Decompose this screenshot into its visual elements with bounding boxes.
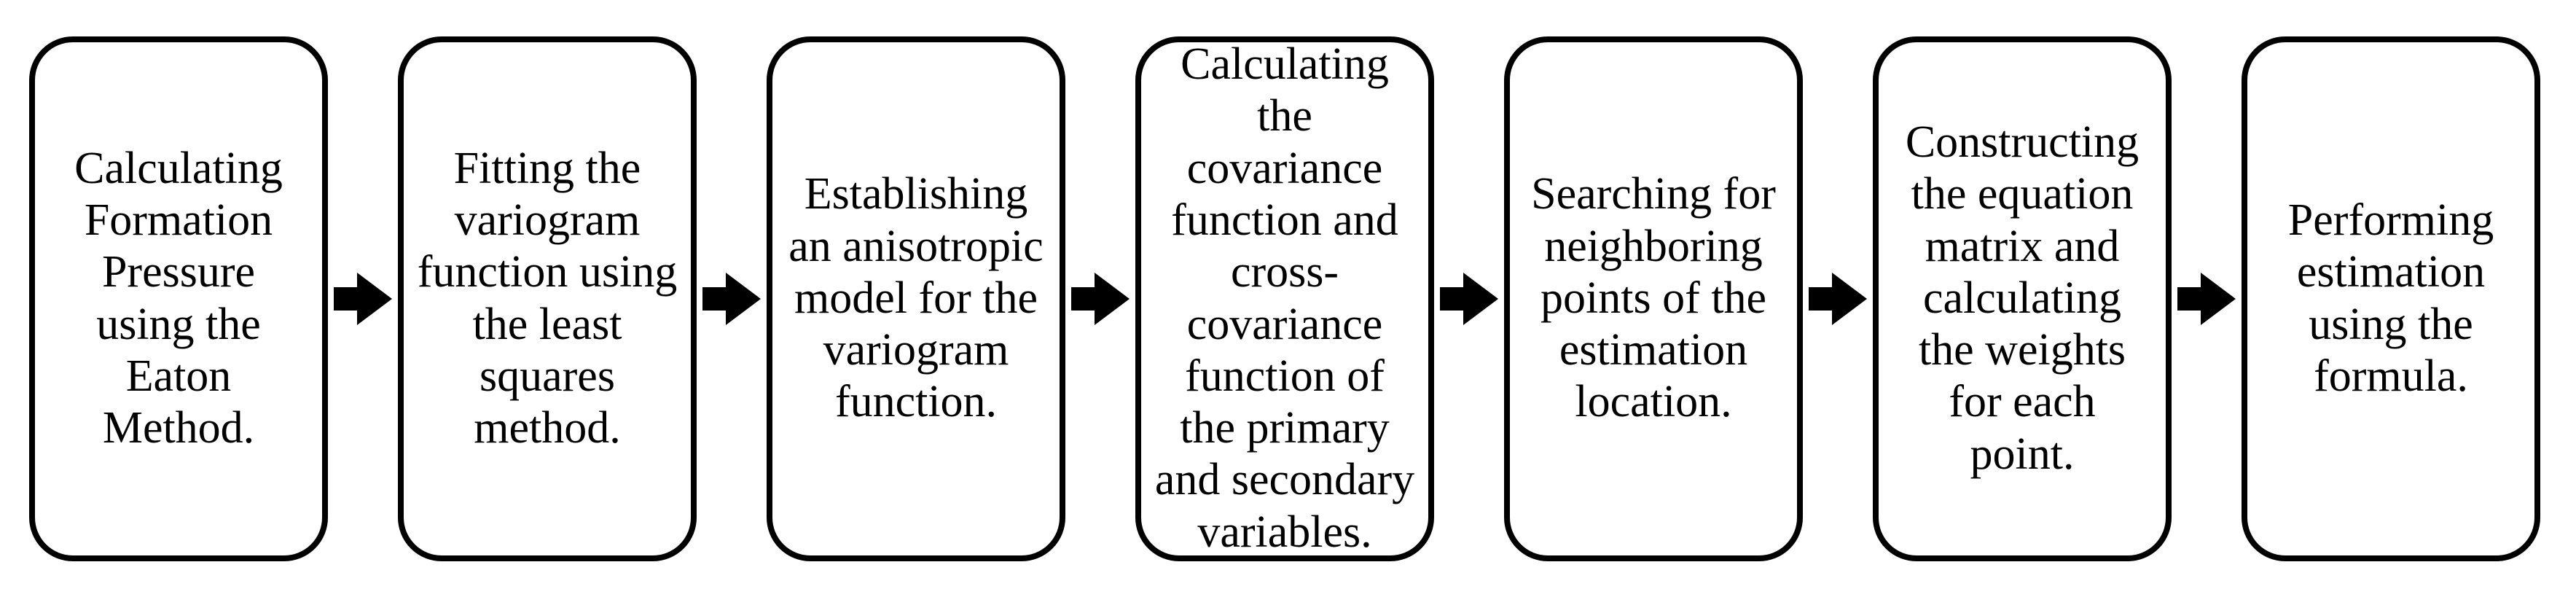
arrow-icon: [697, 262, 767, 335]
flow-node-5: Searching for neighboring points of the …: [1504, 36, 1803, 561]
flow-node-1: Calculating Formation Pressure using the…: [29, 36, 328, 561]
flow-node-7: Performing estimation using the formula.: [2242, 36, 2540, 561]
flow-node-5-label: Searching for neighboring points of the …: [1523, 168, 1784, 428]
flowchart-container: Calculating Formation Pressure using the…: [0, 0, 2576, 597]
flow-node-7-label: Performing estimation using the formula.: [2260, 195, 2521, 402]
arrow-icon: [328, 262, 398, 335]
flow-node-1-label: Calculating Formation Pressure using the…: [48, 143, 309, 455]
flow-node-6-label: Constructing the equation matrix and cal…: [1892, 117, 2153, 480]
flow-node-4: Calculating the covariance function and …: [1135, 36, 1434, 561]
arrow-icon: [1065, 262, 1135, 335]
flow-node-6: Constructing the equation matrix and cal…: [1873, 36, 2172, 561]
flow-node-3-label: Establishing an anisotropic model for th…: [786, 168, 1046, 428]
arrow-icon: [2172, 262, 2242, 335]
flow-node-2-label: Fitting the variogram function using the…: [417, 143, 678, 455]
arrow-icon: [1803, 262, 1873, 335]
arrow-icon: [1434, 262, 1504, 335]
flow-node-2: Fitting the variogram function using the…: [398, 36, 697, 561]
flow-node-3: Establishing an anisotropic model for th…: [767, 36, 1065, 561]
flow-node-4-label: Calculating the covariance function and …: [1154, 39, 1415, 558]
